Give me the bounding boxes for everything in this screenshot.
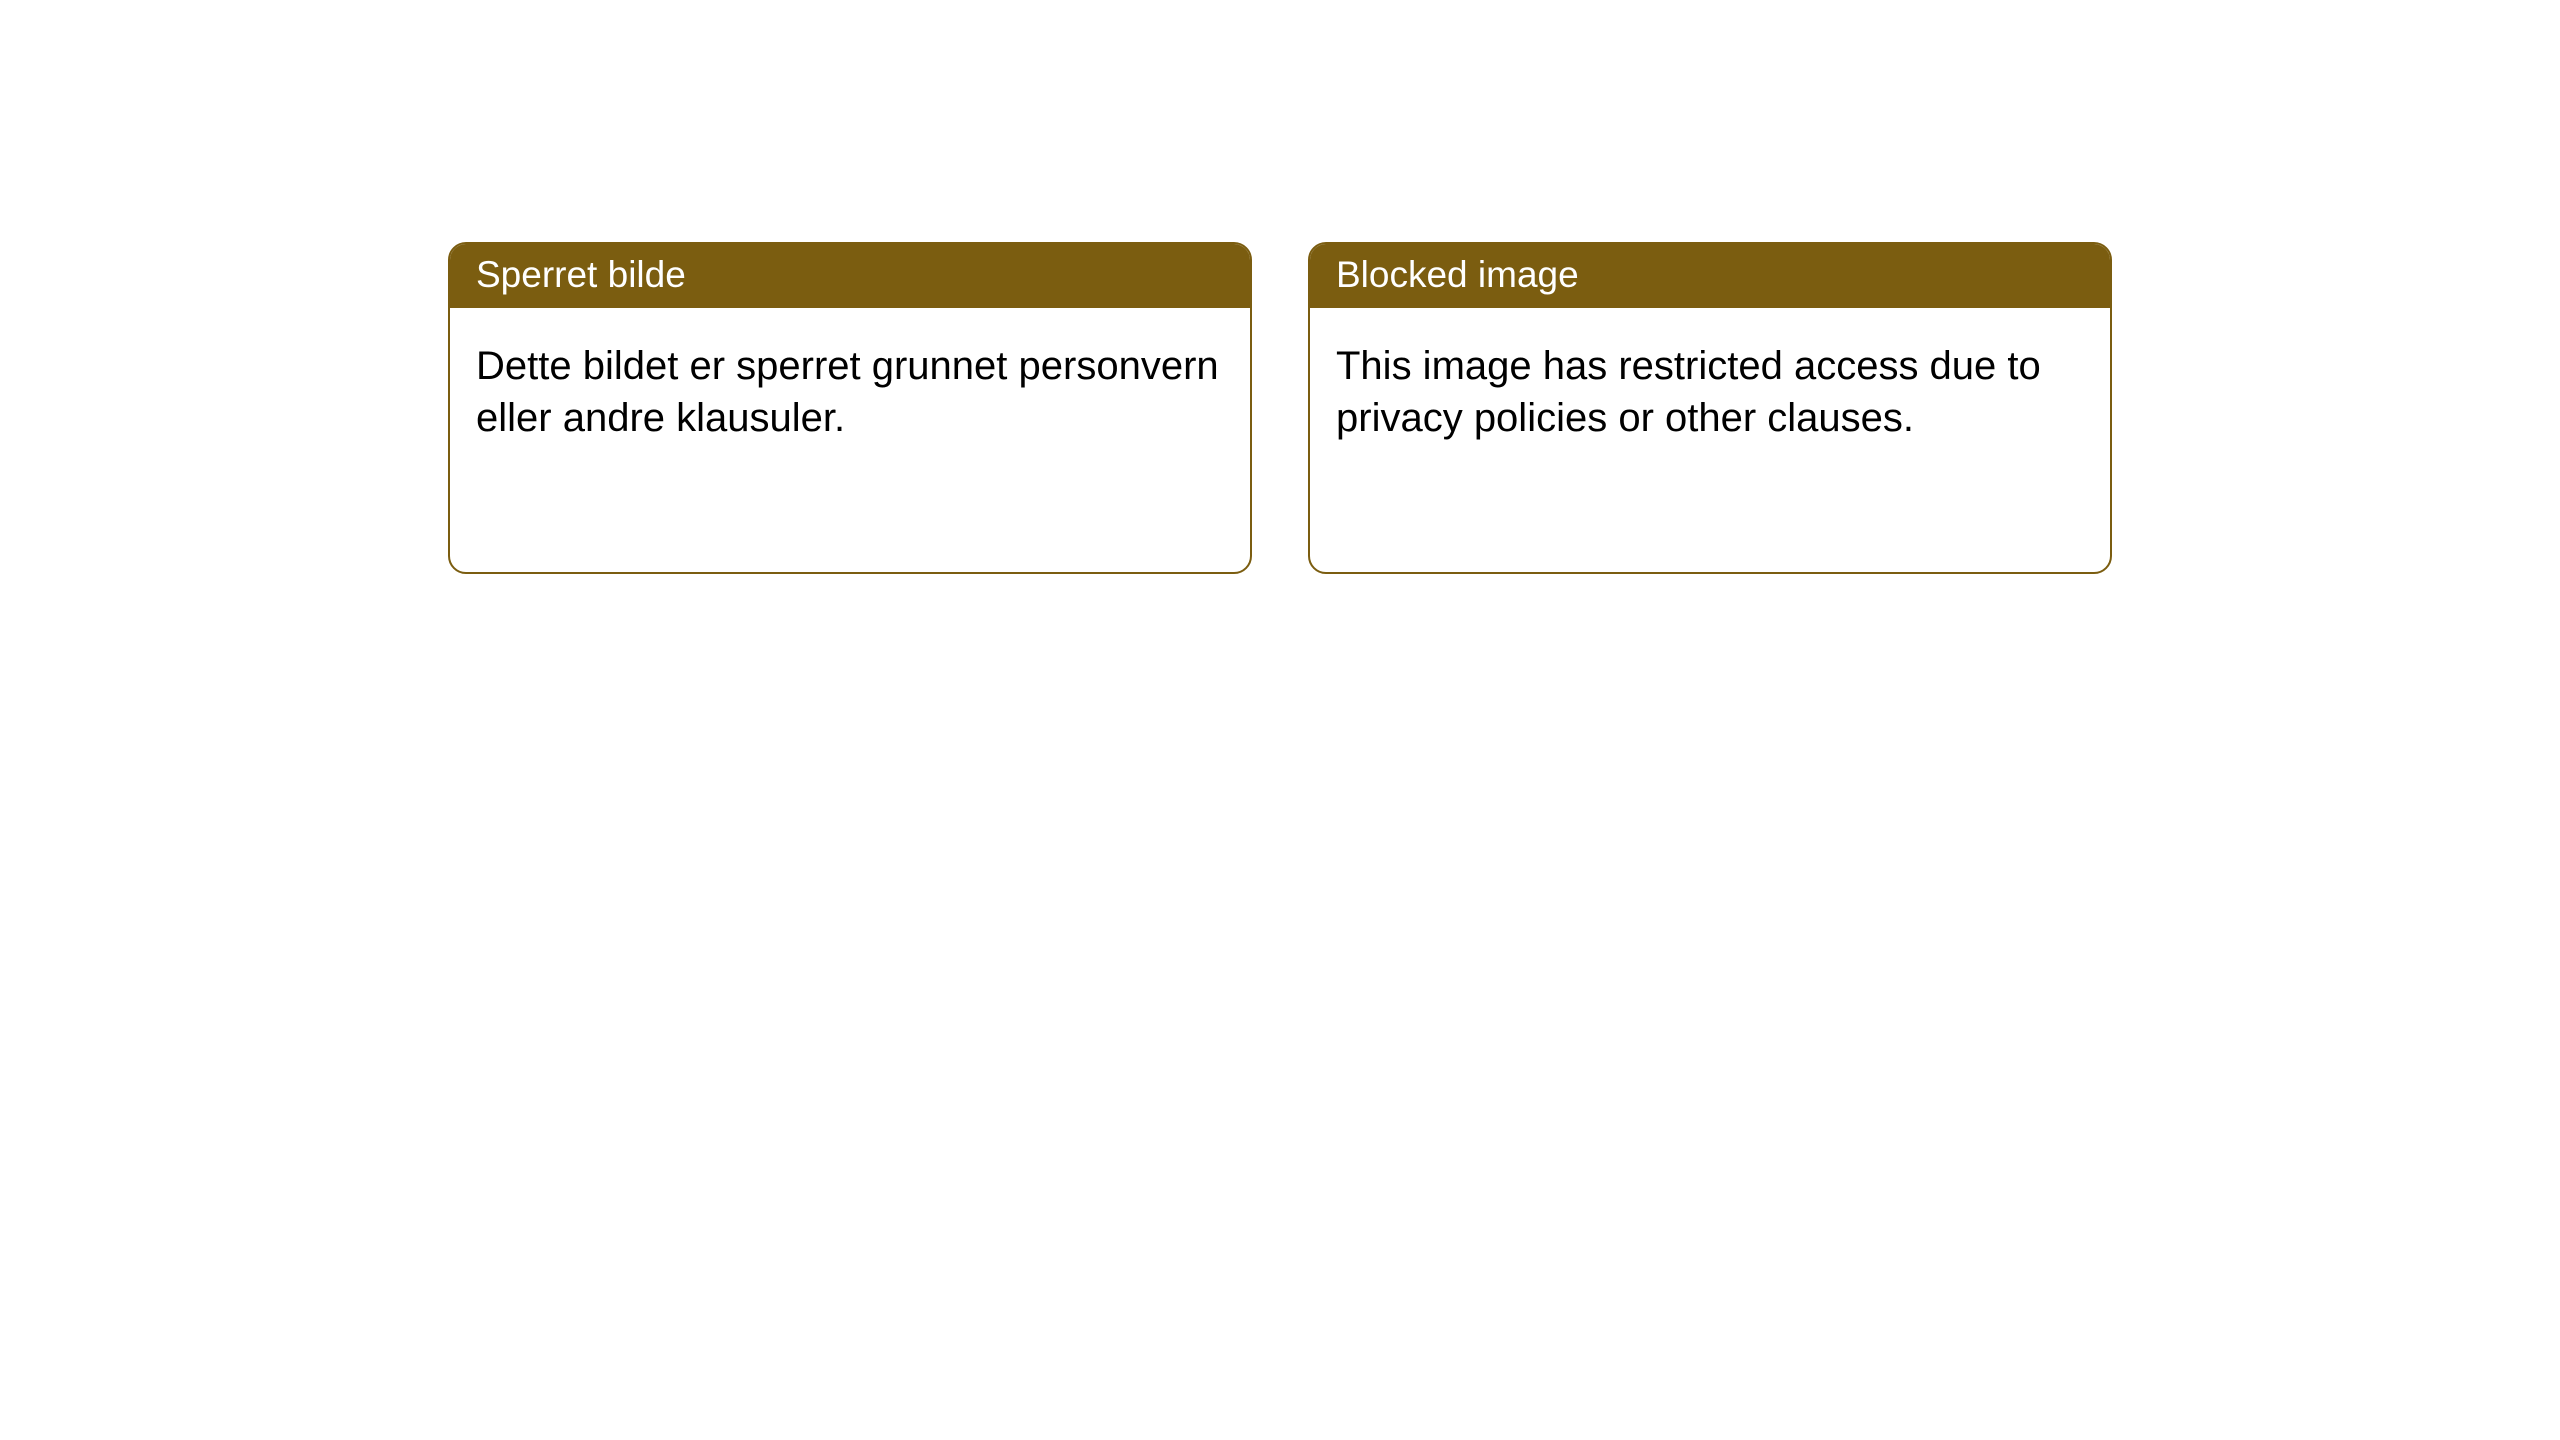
notice-header: Blocked image (1310, 244, 2110, 308)
notice-title: Sperret bilde (476, 254, 686, 295)
notice-body: Dette bildet er sperret grunnet personve… (450, 308, 1250, 464)
notice-container: Sperret bilde Dette bildet er sperret gr… (0, 0, 2560, 574)
notice-body: This image has restricted access due to … (1310, 308, 2110, 464)
notice-body-text: This image has restricted access due to … (1336, 344, 2041, 440)
notice-card-norwegian: Sperret bilde Dette bildet er sperret gr… (448, 242, 1252, 574)
notice-header: Sperret bilde (450, 244, 1250, 308)
notice-title: Blocked image (1336, 254, 1579, 295)
notice-body-text: Dette bildet er sperret grunnet personve… (476, 344, 1219, 440)
notice-card-english: Blocked image This image has restricted … (1308, 242, 2112, 574)
